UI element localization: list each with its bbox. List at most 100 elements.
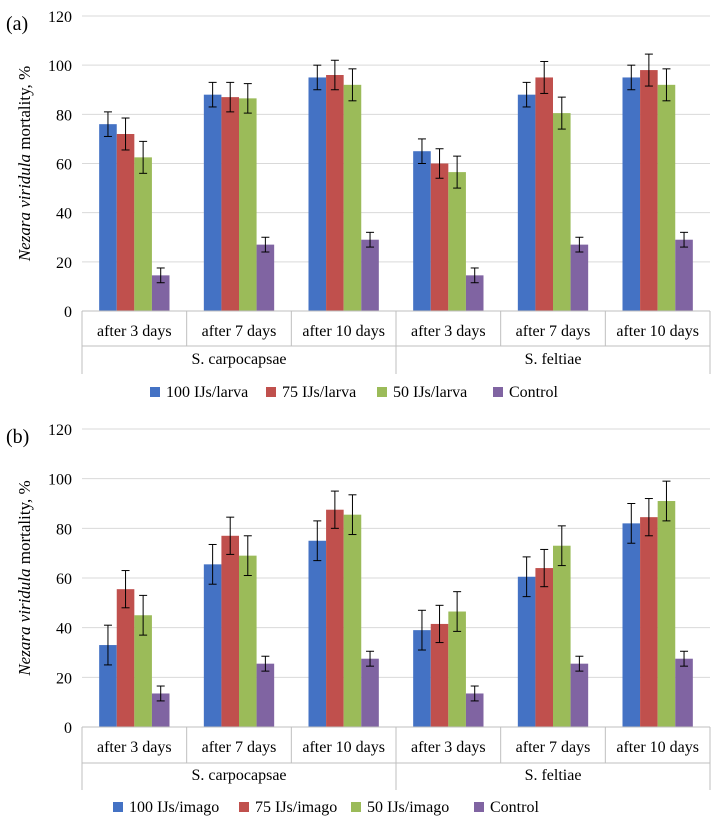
y-tick-label: 80: [56, 521, 72, 538]
bar: [116, 134, 135, 311]
legend-swatch: [351, 802, 361, 812]
legend-swatch: [377, 387, 387, 397]
y-axis-title-species: Nezara viridula: [15, 154, 34, 262]
legend-entry: Control: [490, 799, 539, 816]
bar: [535, 77, 553, 311]
bar: [256, 244, 275, 311]
x-tick-label: after 3 days: [97, 739, 172, 756]
y-tick-label: 60: [56, 157, 72, 174]
bar: [116, 589, 135, 727]
y-tick-label: 80: [56, 107, 72, 124]
bar: [361, 239, 379, 311]
panel-label: (a): [6, 13, 28, 35]
x-tick-label: after 10 days: [616, 739, 699, 756]
y-axis-title: Nezara viridula mortality, %: [15, 66, 34, 262]
legend-entry: 75 IJs/imago: [255, 799, 337, 816]
legend-swatch: [239, 802, 249, 812]
bar: [413, 630, 431, 727]
y-tick-label: 120: [48, 422, 72, 439]
y-axis-title: Nezara viridula mortality, %: [15, 480, 34, 676]
legend-entry: 50 IJs/larva: [393, 384, 467, 401]
bar: [99, 645, 117, 727]
bar: [640, 517, 658, 727]
x-group-label: S. feltiae: [525, 767, 582, 784]
bar: [361, 658, 379, 727]
bar: [465, 275, 484, 311]
bar: [465, 693, 484, 727]
y-tick-label: 20: [56, 255, 72, 272]
y-tick-label: 60: [56, 571, 72, 588]
x-tick-label: after 10 days: [302, 323, 385, 340]
legend-swatch: [113, 802, 123, 812]
y-tick-label: 0: [64, 304, 72, 321]
x-group-label: S. carpocapsae: [191, 767, 286, 784]
x-group-label: S. feltiae: [525, 351, 582, 368]
bar: [326, 75, 344, 311]
bar: [622, 523, 641, 727]
y-tick-label: 100: [48, 58, 72, 75]
x-tick-label: after 3 days: [411, 323, 486, 340]
bar: [343, 84, 362, 311]
bar: [430, 623, 449, 727]
bar: [535, 568, 553, 727]
bar: [622, 77, 641, 311]
x-tick-label: after 10 days: [616, 323, 699, 340]
x-group-label: S. carpocapsae: [191, 351, 286, 368]
panel-label: (b): [6, 426, 29, 448]
bar: [239, 98, 257, 312]
bar: [221, 535, 239, 727]
y-tick-label: 20: [56, 670, 72, 687]
bar: [99, 124, 117, 312]
bar: [134, 157, 152, 311]
bar: [517, 94, 536, 312]
legend-entry: 100 IJs/imago: [129, 799, 219, 816]
y-tick-label: 40: [56, 621, 72, 638]
y-tick-label: 100: [48, 472, 72, 489]
chart-panel-1: 0 20 40 60 80 100 120 Nezara viridula mortality…: [6, 422, 711, 816]
legend-swatch: [474, 802, 484, 812]
bar: [570, 244, 589, 311]
bar: [203, 564, 222, 727]
bar: [517, 576, 536, 727]
y-tick-label: 40: [56, 206, 72, 223]
bar: [675, 658, 693, 727]
bar: [203, 94, 222, 312]
bar: [675, 239, 693, 311]
bar: [151, 275, 170, 311]
x-tick-label: after 7 days: [202, 323, 277, 340]
bar: [221, 97, 239, 311]
legend-entry: Control: [509, 384, 558, 401]
bar: [151, 693, 170, 727]
bar: [239, 555, 257, 727]
x-tick-label: after 7 days: [516, 323, 591, 340]
bar: [640, 70, 658, 311]
bar: [430, 163, 449, 311]
y-tick-label: 120: [48, 9, 72, 26]
legend-swatch: [266, 387, 276, 397]
bar: [413, 151, 431, 311]
x-tick-label: after 3 days: [97, 323, 172, 340]
y-axis-title-unit: mortality, %: [15, 66, 34, 154]
y-axis-title-unit: mortality, %: [15, 480, 34, 568]
legend-swatch: [493, 387, 503, 397]
bar: [308, 540, 327, 727]
bar: [308, 77, 327, 311]
legend-entry: 50 IJs/imago: [367, 799, 449, 816]
bar: [570, 663, 589, 727]
bar: [448, 172, 466, 311]
x-tick-label: after 7 days: [202, 739, 277, 756]
legend-swatch: [150, 387, 160, 397]
legend-entry: 100 IJs/larva: [166, 384, 248, 401]
bar: [326, 509, 344, 727]
y-axis-title-species: Nezara viridula: [15, 568, 34, 676]
legend-entry: 75 IJs/larva: [282, 384, 356, 401]
y-tick-label: 0: [64, 720, 72, 737]
bar: [448, 611, 466, 727]
x-tick-label: after 7 days: [516, 739, 591, 756]
x-tick-label: after 10 days: [302, 739, 385, 756]
x-tick-label: after 3 days: [411, 739, 486, 756]
bar: [134, 615, 152, 727]
bar: [553, 113, 571, 312]
bar: [657, 84, 676, 311]
